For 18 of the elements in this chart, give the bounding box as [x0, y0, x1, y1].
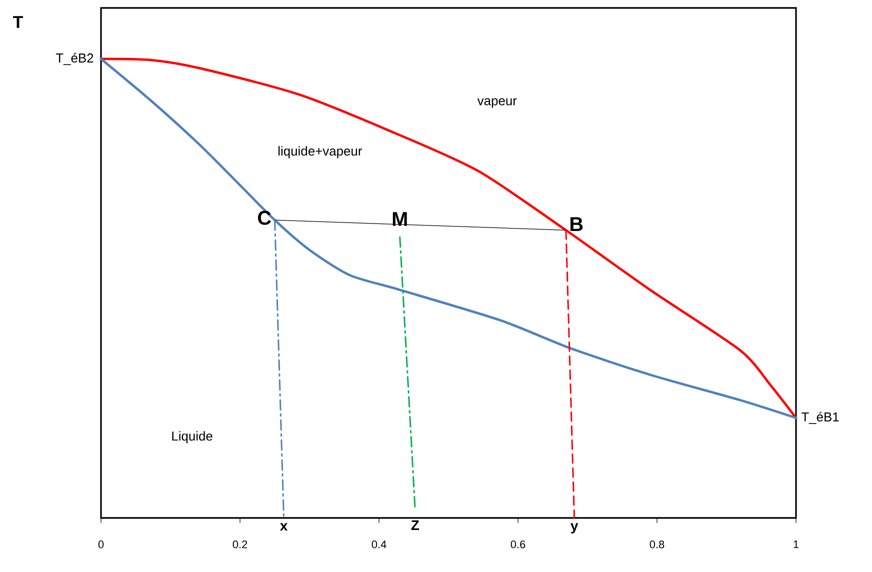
- x-tick-label: 0.6: [510, 540, 526, 548]
- x-tick-label: 0.2: [232, 540, 248, 548]
- annotation: y: [570, 523, 578, 534]
- y-axis-title: T: [13, 16, 24, 28]
- annotation: liquide+vapeur: [278, 146, 362, 158]
- annotation: M: [392, 212, 407, 226]
- annotation: C: [258, 210, 272, 225]
- annotation: x: [280, 523, 288, 531]
- annotation: Z: [411, 520, 420, 530]
- annotation: T_éB2: [56, 52, 94, 66]
- annotation: vapeur: [477, 98, 517, 108]
- x-tick-label: 0: [98, 540, 104, 548]
- x-tick-label: 1: [794, 540, 799, 548]
- annotation: Liquide: [172, 431, 212, 444]
- x-tick-label: 0.8: [650, 540, 664, 548]
- annotation: T_éB1: [802, 412, 839, 424]
- x-tick-label: 0.4: [372, 540, 386, 548]
- annotation: B: [570, 217, 583, 231]
